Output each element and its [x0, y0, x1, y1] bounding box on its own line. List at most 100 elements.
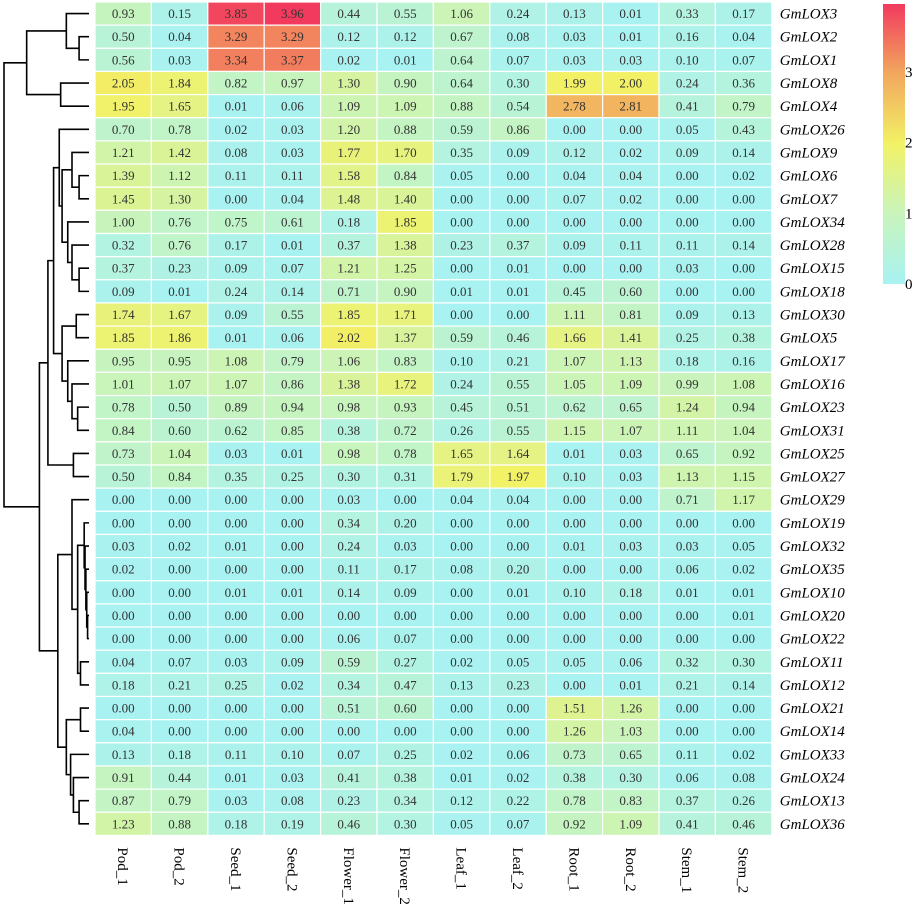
cell-value-label: 0.05 [563, 654, 586, 669]
cell-value-label: 0.00 [732, 701, 755, 716]
cell-value-label: 0.71 [337, 284, 360, 299]
cell-value-label: 0.00 [225, 191, 248, 206]
cell-value-label: 1.26 [563, 724, 586, 739]
dendrogram-branch [88, 615, 89, 638]
cell-value-label: 1.97 [507, 469, 530, 484]
cell-value-label: 0.16 [732, 353, 755, 368]
cell-value-label: 1.03 [619, 724, 642, 739]
cell-value-label: 0.01 [281, 446, 304, 461]
cell-value-label: 0.00 [507, 307, 530, 322]
cell-value-label: 0.50 [112, 469, 135, 484]
cell-value-label: 0.20 [507, 562, 530, 577]
row-label: GmLOX10 [780, 585, 846, 601]
cell-value-label: 0.01 [225, 539, 248, 554]
cell-value-label: 0.18 [619, 585, 642, 600]
cell-value-label: 0.00 [676, 724, 699, 739]
cell-value-label: 0.14 [732, 145, 755, 160]
cell-value-label: 0.04 [168, 29, 191, 44]
cell-value-label: 1.11 [563, 307, 585, 322]
cell-value-label: 1.65 [168, 99, 191, 114]
cell-value-label: 1.20 [337, 122, 360, 137]
dendrogram-branch [54, 168, 63, 354]
cell-value-label: 0.00 [507, 724, 530, 739]
cell-value-label: 0.03 [225, 654, 248, 669]
cell-value-label: 1.84 [168, 76, 191, 91]
cell-value-label: 0.00 [563, 631, 586, 646]
cell-value-label: 1.67 [168, 307, 191, 322]
cell-value-label: 0.07 [732, 52, 755, 67]
cell-value-label: 0.47 [394, 677, 417, 692]
cell-value-label: 0.01 [281, 238, 304, 253]
cell-value-label: 0.13 [112, 747, 135, 762]
cell-value-label: 0.13 [732, 307, 755, 322]
legend-tick-label: 2 [905, 136, 913, 152]
cell-value-label: 0.51 [337, 701, 360, 716]
cell-value-label: 0.00 [168, 562, 191, 577]
cell-value-label: 0.00 [168, 608, 191, 623]
cell-value-label: 0.03 [112, 539, 135, 554]
cell-value-label: 0.09 [563, 238, 586, 253]
cell-value-label: 0.44 [337, 6, 360, 21]
cell-value-label: 0.87 [112, 793, 135, 808]
cell-value-label: 0.00 [732, 191, 755, 206]
cell-value-label: 0.95 [112, 353, 135, 368]
cell-value-label: 0.41 [676, 99, 699, 114]
cell-value-label: 0.01 [676, 585, 699, 600]
cell-value-label: 0.09 [676, 145, 699, 160]
cell-value-label: 0.23 [450, 238, 473, 253]
cell-value-label: 0.01 [619, 6, 642, 21]
cell-value-label: 0.59 [450, 330, 473, 345]
cell-value-label: 0.00 [732, 261, 755, 276]
cell-value-label: 1.00 [112, 214, 135, 229]
cell-value-label: 0.23 [337, 793, 360, 808]
cell-value-label: 0.00 [168, 724, 191, 739]
row-label: GmLOX31 [780, 423, 845, 439]
dendrogram-branch [72, 384, 89, 419]
column-label: Root_2 [622, 847, 638, 891]
cell-value-label: 0.45 [450, 400, 473, 415]
cell-value-label: 0.00 [676, 515, 699, 530]
cell-value-label: 0.62 [225, 423, 248, 438]
cell-value-label: 0.06 [619, 654, 642, 669]
cell-value-label: 0.11 [225, 168, 247, 183]
dendrogram-branch [79, 176, 89, 199]
cell-value-label: 1.85 [394, 214, 417, 229]
cell-value-label: 1.04 [732, 423, 755, 438]
cell-value-label: 0.12 [450, 793, 473, 808]
cell-value-label: 1.01 [112, 376, 135, 391]
cell-value-label: 0.71 [676, 492, 699, 507]
cell-value-label: 0.00 [676, 701, 699, 716]
cell-value-label: 1.66 [563, 330, 586, 345]
cell-value-label: 0.18 [225, 816, 248, 831]
cell-value-label: 0.17 [394, 562, 417, 577]
cell-value-label: 0.13 [563, 6, 586, 21]
cell-value-label: 0.03 [168, 52, 191, 67]
cell-value-label: 0.78 [563, 793, 586, 808]
dendrogram-branch [66, 14, 89, 49]
cell-value-label: 0.75 [225, 214, 248, 229]
cell-value-label: 0.14 [732, 677, 755, 692]
cell-value-label: 1.24 [676, 400, 699, 415]
cell-value-label: 0.65 [619, 747, 642, 762]
column-label: Seed_2 [283, 847, 299, 891]
cell-value-label: 0.20 [394, 515, 417, 530]
cell-value-label: 0.01 [732, 608, 755, 623]
cell-value-label: 0.00 [450, 515, 473, 530]
cell-value-label: 0.00 [676, 214, 699, 229]
cell-value-label: 0.01 [225, 770, 248, 785]
cell-value-label: 0.97 [281, 76, 304, 91]
cell-value-label: 0.62 [563, 400, 586, 415]
cell-value-label: 1.71 [394, 307, 417, 322]
cell-value-label: 0.03 [225, 446, 248, 461]
cell-value-label: 0.01 [168, 284, 191, 299]
cell-value-label: 0.41 [676, 816, 699, 831]
cell-value-label: 0.78 [168, 122, 191, 137]
cell-value-label: 0.02 [732, 562, 755, 577]
cell-value-label: 0.06 [507, 747, 530, 762]
row-label: GmLOX35 [780, 562, 846, 578]
cell-value-label: 0.02 [732, 168, 755, 183]
cell-value-label: 2.05 [112, 76, 135, 91]
cell-value-label: 0.00 [676, 191, 699, 206]
cell-value-label: 1.74 [112, 307, 135, 322]
cell-value-label: 0.00 [337, 608, 360, 623]
